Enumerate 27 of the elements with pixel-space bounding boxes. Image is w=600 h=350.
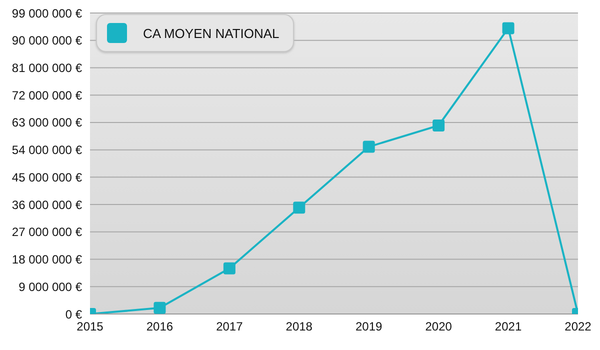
y-tick-label: 0 € [65,307,82,322]
y-tick-label: 18 000 000 € [12,252,82,267]
x-tick-label: 2019 [356,320,383,334]
x-tick-label: 2015 [76,320,104,334]
y-tick-label: 36 000 000 € [12,198,82,212]
x-tick-label: 2016 [146,320,174,334]
point [432,119,445,132]
point [154,302,166,314]
y-tick-label: 63 000 000 € [12,116,82,130]
y-tick-label: 81 000 000 € [12,60,82,75]
y-tick-label: 99 000 000 € [12,6,82,20]
point [223,262,236,274]
y-tick-label: 27 000 000 € [12,225,82,240]
y-tick-label: 9 000 000 € [18,280,82,294]
legend-label: CA MOYEN NATIONAL [142,24,280,42]
point [293,202,306,214]
x-tick-label: 2021 [494,320,522,334]
point [362,140,375,153]
point [502,22,514,34]
y-tick-label: 72 000 000 € [12,88,82,102]
x-tick-label: 2018 [286,320,313,334]
x-tick-label: 2017 [216,320,244,334]
x-tick-label: 2022 [564,320,592,334]
y-tick-label: 54 000 000 € [12,143,82,158]
y-tick-label: 45 000 000 € [12,170,82,184]
x-tick-label: 2020 [425,320,452,334]
y-tick-label: 90 000 000 € [12,34,82,48]
